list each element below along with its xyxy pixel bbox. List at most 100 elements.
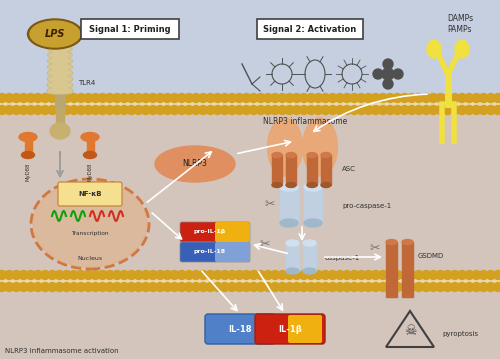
Circle shape [285,283,294,292]
Circle shape [342,270,351,280]
Circle shape [134,283,143,292]
Circle shape [393,69,403,79]
Text: ✂: ✂ [265,197,275,210]
Circle shape [429,106,438,115]
Bar [402,242,413,297]
Ellipse shape [307,153,317,158]
Circle shape [199,106,208,115]
Circle shape [450,283,460,292]
Circle shape [464,283,473,292]
Circle shape [383,79,393,89]
Circle shape [486,270,496,280]
Circle shape [40,270,50,280]
Circle shape [422,93,430,103]
Circle shape [372,93,380,103]
Ellipse shape [33,181,147,267]
Circle shape [321,93,330,103]
Text: NLRP3 inflammasome activation: NLRP3 inflammasome activation [5,348,118,354]
Circle shape [270,106,280,115]
Circle shape [213,106,222,115]
Circle shape [163,270,172,280]
Circle shape [192,283,200,292]
Circle shape [163,93,172,103]
Circle shape [328,270,337,280]
Circle shape [4,106,14,115]
Circle shape [486,93,496,103]
Circle shape [142,106,150,115]
Circle shape [199,270,208,280]
Circle shape [378,93,388,103]
Circle shape [321,283,330,292]
Circle shape [242,270,251,280]
Ellipse shape [272,153,282,158]
Circle shape [372,106,380,115]
Text: MyD88: MyD88 [88,163,92,181]
Ellipse shape [49,40,71,46]
Circle shape [400,93,409,103]
Circle shape [270,283,280,292]
FancyBboxPatch shape [205,314,275,344]
Circle shape [436,93,445,103]
Circle shape [364,283,373,292]
Circle shape [0,93,6,103]
Circle shape [55,283,64,292]
Text: IL-18: IL-18 [228,325,252,334]
Circle shape [357,93,366,103]
Circle shape [306,270,316,280]
Circle shape [443,283,452,292]
Circle shape [62,106,71,115]
FancyBboxPatch shape [180,222,250,242]
Circle shape [76,106,86,115]
Circle shape [336,106,344,115]
Circle shape [106,270,114,280]
Circle shape [84,270,93,280]
Circle shape [170,93,179,103]
Ellipse shape [47,81,73,89]
Ellipse shape [48,57,72,65]
Bar [386,242,397,297]
Circle shape [278,106,287,115]
Bar [304,187,322,223]
Circle shape [249,106,258,115]
Circle shape [364,270,373,280]
Circle shape [127,93,136,103]
Circle shape [234,93,244,103]
Circle shape [148,270,158,280]
Circle shape [34,283,42,292]
Ellipse shape [48,64,72,70]
Circle shape [177,93,186,103]
Ellipse shape [48,70,72,76]
Circle shape [429,93,438,103]
Bar [286,243,299,271]
Circle shape [213,270,222,280]
Circle shape [98,270,107,280]
FancyBboxPatch shape [58,182,122,206]
Circle shape [220,283,230,292]
Circle shape [378,270,388,280]
Circle shape [62,270,71,280]
Circle shape [494,283,500,292]
Text: ☠: ☠ [404,324,416,338]
Circle shape [458,106,466,115]
Circle shape [300,270,308,280]
Circle shape [458,270,466,280]
Circle shape [213,283,222,292]
Ellipse shape [272,182,282,187]
Circle shape [479,93,488,103]
Circle shape [26,93,36,103]
Text: MyD88: MyD88 [26,163,30,181]
Ellipse shape [402,239,413,244]
Circle shape [206,270,215,280]
Circle shape [429,283,438,292]
Circle shape [400,283,409,292]
Circle shape [400,270,409,280]
Bar [307,155,317,185]
Circle shape [378,106,388,115]
Ellipse shape [303,268,316,274]
Circle shape [436,270,445,280]
Ellipse shape [49,58,72,64]
Circle shape [364,93,373,103]
Ellipse shape [307,182,317,187]
Circle shape [70,93,78,103]
Circle shape [234,106,244,115]
